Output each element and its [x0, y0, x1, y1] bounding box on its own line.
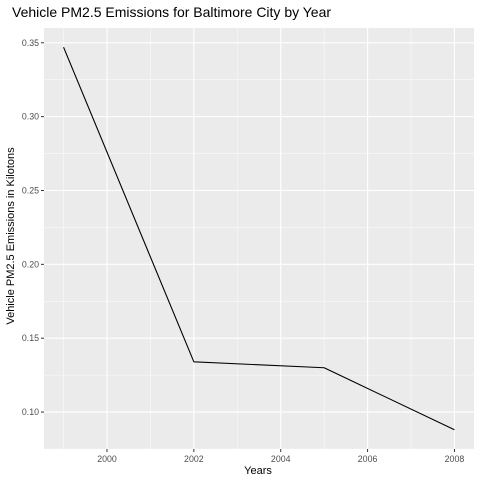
y-axis-ticks: 0.10 0.15 0.20 0.25 0.30 0.35 [22, 38, 44, 417]
y-tick-label: 0.25 [22, 185, 39, 195]
x-axis-label: Years [244, 465, 272, 477]
y-tick-label: 0.10 [22, 407, 39, 417]
plot-panel [44, 28, 474, 449]
grid-major [44, 28, 474, 449]
y-tick-label: 0.15 [22, 333, 39, 343]
grid-minor [44, 28, 474, 450]
x-tick-label: 2006 [358, 454, 378, 464]
x-axis-ticks: 2000 2002 2004 2006 2008 [97, 449, 464, 464]
y-tick-label: 0.20 [22, 259, 39, 269]
x-tick-label: 2000 [97, 454, 117, 464]
x-tick-label: 2004 [271, 454, 291, 464]
y-axis-label: Vehicle PM2.5 Emissions in Kilotons [5, 147, 17, 325]
x-tick-label: 2008 [445, 454, 465, 464]
y-tick-label: 0.35 [22, 38, 39, 48]
y-tick-label: 0.30 [22, 112, 39, 122]
series-group [63, 46, 455, 431]
chart-title: Vehicle PM2.5 Emissions for Baltimore Ci… [12, 4, 331, 20]
series-line [63, 46, 455, 431]
x-tick-label: 2002 [184, 454, 204, 464]
